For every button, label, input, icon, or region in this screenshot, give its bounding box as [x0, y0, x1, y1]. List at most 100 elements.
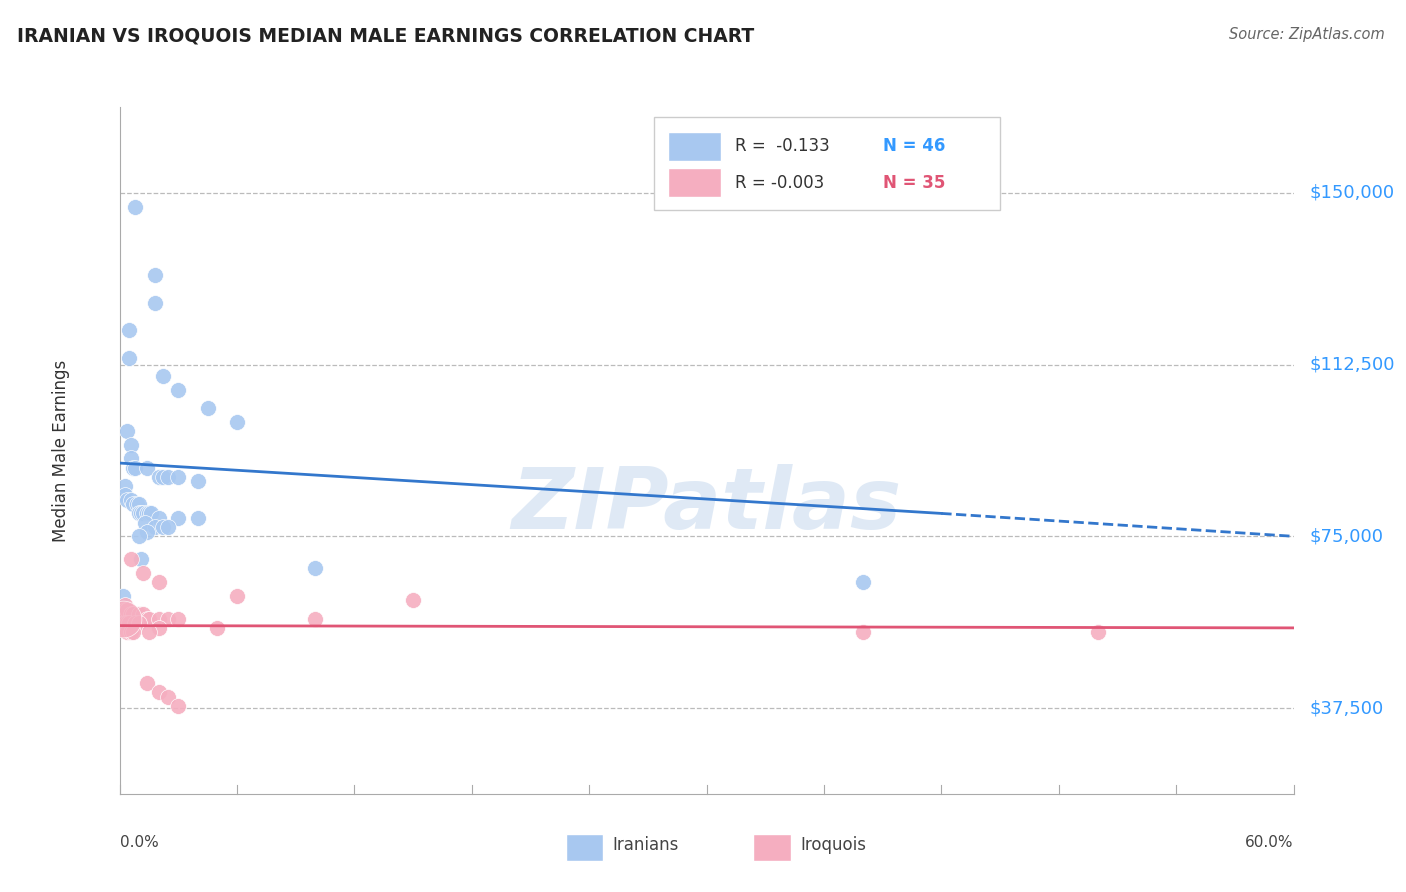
Point [135, 676, 157, 690]
Point [138, 612, 160, 626]
Text: $37,500: $37,500 [1309, 699, 1384, 717]
Point [138, 507, 160, 521]
Point [122, 625, 145, 640]
Point [148, 685, 170, 699]
FancyBboxPatch shape [754, 834, 792, 861]
FancyBboxPatch shape [565, 834, 603, 861]
Point [138, 625, 160, 640]
Point [143, 520, 166, 534]
Point [134, 516, 156, 530]
Point [114, 616, 136, 631]
Point [114, 479, 136, 493]
Point [112, 612, 135, 626]
Text: N = 35: N = 35 [883, 174, 945, 192]
Point [207, 621, 229, 635]
Text: Iroquois: Iroquois [800, 837, 866, 855]
Text: IRANIAN VS IROQUOIS MEDIAN MALE EARNINGS CORRELATION CHART: IRANIAN VS IROQUOIS MEDIAN MALE EARNINGS… [17, 27, 754, 45]
Point [197, 401, 219, 416]
Text: ZIPatlas: ZIPatlas [512, 464, 901, 547]
Text: Source: ZipAtlas.com: Source: ZipAtlas.com [1229, 27, 1385, 42]
Point [117, 625, 139, 640]
Text: Median Male Earnings: Median Male Earnings [52, 359, 70, 541]
Point [120, 607, 142, 622]
Point [129, 507, 152, 521]
Point [225, 415, 249, 429]
Point [167, 698, 190, 713]
Point [128, 616, 150, 631]
Point [135, 524, 157, 539]
Point [118, 616, 141, 631]
Point [114, 488, 136, 502]
Point [128, 607, 150, 622]
Point [139, 507, 162, 521]
Point [167, 511, 190, 525]
FancyBboxPatch shape [654, 118, 1000, 211]
Text: $112,500: $112,500 [1309, 356, 1395, 374]
Point [124, 616, 146, 631]
Point [152, 470, 174, 484]
Point [148, 470, 170, 484]
Point [148, 621, 170, 635]
Point [128, 497, 150, 511]
Point [852, 575, 875, 590]
Point [129, 552, 152, 566]
Point [117, 602, 139, 616]
Point [127, 497, 149, 511]
FancyBboxPatch shape [668, 169, 721, 197]
FancyBboxPatch shape [668, 132, 721, 161]
Point [135, 612, 157, 626]
Text: 0.0%: 0.0% [120, 835, 159, 850]
Point [122, 607, 145, 622]
Point [225, 589, 249, 603]
Text: R =  -0.133: R = -0.133 [735, 137, 830, 155]
Point [120, 625, 142, 640]
Point [157, 690, 180, 704]
Point [143, 268, 166, 283]
Point [132, 607, 155, 622]
Text: N = 46: N = 46 [883, 137, 945, 155]
Point [402, 593, 425, 607]
Point [112, 589, 135, 603]
Point [114, 602, 136, 616]
Point [120, 451, 142, 466]
Point [120, 552, 142, 566]
Text: Iranians: Iranians [613, 837, 679, 855]
Point [187, 475, 209, 489]
Point [117, 424, 139, 438]
Text: R = -0.003: R = -0.003 [735, 174, 824, 192]
Point [114, 598, 136, 612]
Text: $150,000: $150,000 [1309, 184, 1395, 202]
Text: 60.0%: 60.0% [1246, 835, 1294, 850]
Point [167, 383, 190, 397]
Point [152, 369, 174, 384]
Point [120, 492, 142, 507]
Point [148, 612, 170, 626]
Point [128, 507, 150, 521]
Point [122, 497, 145, 511]
Point [120, 438, 142, 452]
Point [118, 351, 141, 365]
Point [157, 520, 180, 534]
Point [135, 507, 157, 521]
Point [118, 323, 141, 337]
Point [122, 460, 145, 475]
Point [304, 612, 326, 626]
Point [167, 470, 190, 484]
Point [135, 460, 157, 475]
Point [117, 616, 139, 631]
Point [852, 625, 875, 640]
Point [1087, 625, 1109, 640]
Point [132, 566, 155, 580]
Text: $75,000: $75,000 [1309, 527, 1384, 545]
Point [148, 511, 170, 525]
Point [117, 492, 139, 507]
Point [148, 575, 170, 590]
Point [304, 561, 326, 575]
Point [128, 529, 150, 543]
Point [187, 511, 209, 525]
Point [152, 520, 174, 534]
Point [132, 507, 155, 521]
Point [124, 200, 146, 214]
Point [157, 470, 180, 484]
Point [157, 612, 180, 626]
